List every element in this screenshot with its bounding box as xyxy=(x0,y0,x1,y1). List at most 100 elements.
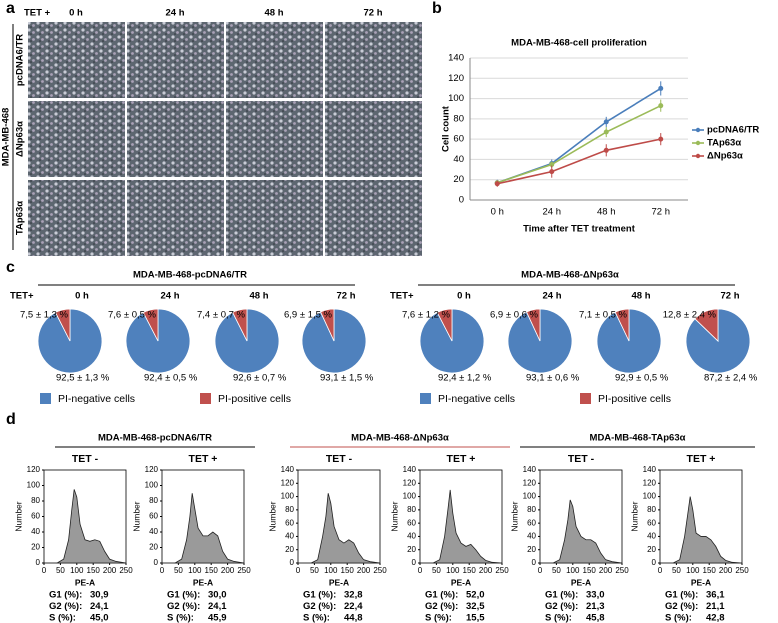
point xyxy=(603,129,609,135)
pie-value-label: 7,4 ± 0,7 % xyxy=(197,310,246,321)
y-tick-label: 0 xyxy=(652,558,657,567)
legend-marker xyxy=(695,140,701,146)
x-tick-label: 72 h xyxy=(652,207,671,218)
x-tick-label: 100 xyxy=(446,566,460,575)
x-tick-label: 0 xyxy=(296,566,301,575)
stat-label: G1 (%): xyxy=(167,590,200,601)
pie-value-label: 93,1 ± 0,6 % xyxy=(526,373,580,384)
micrograph xyxy=(325,101,422,177)
pie-slice xyxy=(614,308,630,342)
stat-label: S (%): xyxy=(665,613,692,623)
group-title: MDA-MB-468-ΔNp63α xyxy=(521,270,619,281)
y-tick-label: 0 xyxy=(290,558,295,567)
stat-value: 42,8 xyxy=(706,613,725,623)
stat-value: 52,0 xyxy=(466,590,485,601)
y-tick-label: 60 xyxy=(407,518,416,527)
legend-swatch xyxy=(420,393,431,404)
row-label: ΔNp63α xyxy=(15,121,26,157)
y-tick-label: 20 xyxy=(285,545,294,554)
legend-swatch xyxy=(580,393,591,404)
stat-value: 32,8 xyxy=(344,590,363,601)
x-tick-label: 100 xyxy=(70,566,84,575)
series-line xyxy=(496,87,662,184)
x-tick-label: 50 xyxy=(56,566,65,575)
pie-value-label: 6,9 ± 0,6 % xyxy=(490,310,539,321)
y-tick-label: 140 xyxy=(523,465,537,474)
stat-label: G1 (%): xyxy=(49,590,82,601)
stat-label: G2 (%): xyxy=(425,601,458,612)
stat-label: G1 (%): xyxy=(303,590,336,601)
legend-label: ΔNp63α xyxy=(707,151,743,162)
y-axis-label: Number xyxy=(13,501,23,531)
stat-value: 21,1 xyxy=(706,601,725,612)
y-tick-label: 80 xyxy=(285,505,294,514)
pie-title: 72 h xyxy=(720,291,739,302)
y-tick-label: 100 xyxy=(643,492,657,501)
x-tick-label: 250 xyxy=(495,566,509,575)
y-tick-label: 0 xyxy=(412,558,417,567)
legend-label: PI-positive cells xyxy=(218,393,291,405)
x-tick-label: 100 xyxy=(686,566,700,575)
x-tick-label: 100 xyxy=(188,566,202,575)
stat-value: 24,1 xyxy=(90,601,109,612)
x-tick-label: 0 xyxy=(538,566,543,575)
legend-marker xyxy=(695,153,701,159)
column-header: 24 h xyxy=(165,8,184,19)
stat-value: 33,0 xyxy=(586,590,605,601)
histogram xyxy=(173,493,245,564)
y-tick-label: 120 xyxy=(403,478,417,487)
stat-label: G2 (%): xyxy=(49,601,82,612)
pie-slice xyxy=(54,308,71,342)
x-tick-label: 250 xyxy=(237,566,251,575)
stat-value: 24,1 xyxy=(208,601,227,612)
x-tick-label: 50 xyxy=(672,566,681,575)
stat-label: S (%): xyxy=(545,613,572,623)
stat-value: 30,9 xyxy=(90,590,109,601)
stat-value: 44,8 xyxy=(344,613,363,623)
x-tick-label: 100 xyxy=(324,566,338,575)
panel-label: b xyxy=(432,0,442,17)
pie-value-label: 92,6 ± 0,7 % xyxy=(233,373,287,384)
y-tick-label: 140 xyxy=(403,465,417,474)
y-tick-label: 100 xyxy=(145,481,159,490)
pie-value-label: 92,5 ± 1,3 % xyxy=(56,373,110,384)
x-tick-label: 250 xyxy=(735,566,749,575)
y-tick-label: 40 xyxy=(453,154,464,165)
y-tick-label: 140 xyxy=(643,465,657,474)
x-tick-label: 0 xyxy=(418,566,423,575)
y-tick-label: 80 xyxy=(31,496,40,505)
point xyxy=(603,119,609,125)
y-tick-label: 80 xyxy=(149,496,158,505)
x-tick-label: 200 xyxy=(221,566,235,575)
y-tick-label: 100 xyxy=(281,492,295,501)
y-tick-label: 60 xyxy=(647,518,656,527)
stat-value: 15,5 xyxy=(466,613,485,623)
y-tick-label: 120 xyxy=(27,465,41,474)
stat-label: G1 (%): xyxy=(545,590,578,601)
pie-value-label: 87,2 ± 2,4 % xyxy=(704,373,758,384)
y-axis-label: Number xyxy=(389,501,399,531)
y-tick-label: 0 xyxy=(154,558,159,567)
x-axis-label: PE-A xyxy=(329,577,349,587)
y-tick-label: 60 xyxy=(285,518,294,527)
plot-title: TET + xyxy=(189,453,218,465)
legend-label: PI-negative cells xyxy=(58,393,135,405)
y-tick-label: 40 xyxy=(31,527,40,536)
legend-marker xyxy=(695,127,701,133)
stat-label: G2 (%): xyxy=(665,601,698,612)
y-tick-label: 120 xyxy=(448,73,464,84)
micrograph xyxy=(28,180,125,256)
panel-label: c xyxy=(6,259,15,276)
y-tick-label: 80 xyxy=(647,505,656,514)
pie-slice xyxy=(320,308,335,342)
x-tick-label: 50 xyxy=(174,566,183,575)
micrograph xyxy=(325,180,422,256)
column-header: 72 h xyxy=(363,8,382,19)
pie-value-label: 7,5 ± 1,3 % xyxy=(20,310,69,321)
y-axis-label: Number xyxy=(131,501,141,531)
x-tick-label: 50 xyxy=(310,566,319,575)
pie-slice xyxy=(507,308,573,374)
pie-value-label: 93,1 ± 1,5 % xyxy=(320,373,374,384)
x-tick-label: 150 xyxy=(87,566,101,575)
